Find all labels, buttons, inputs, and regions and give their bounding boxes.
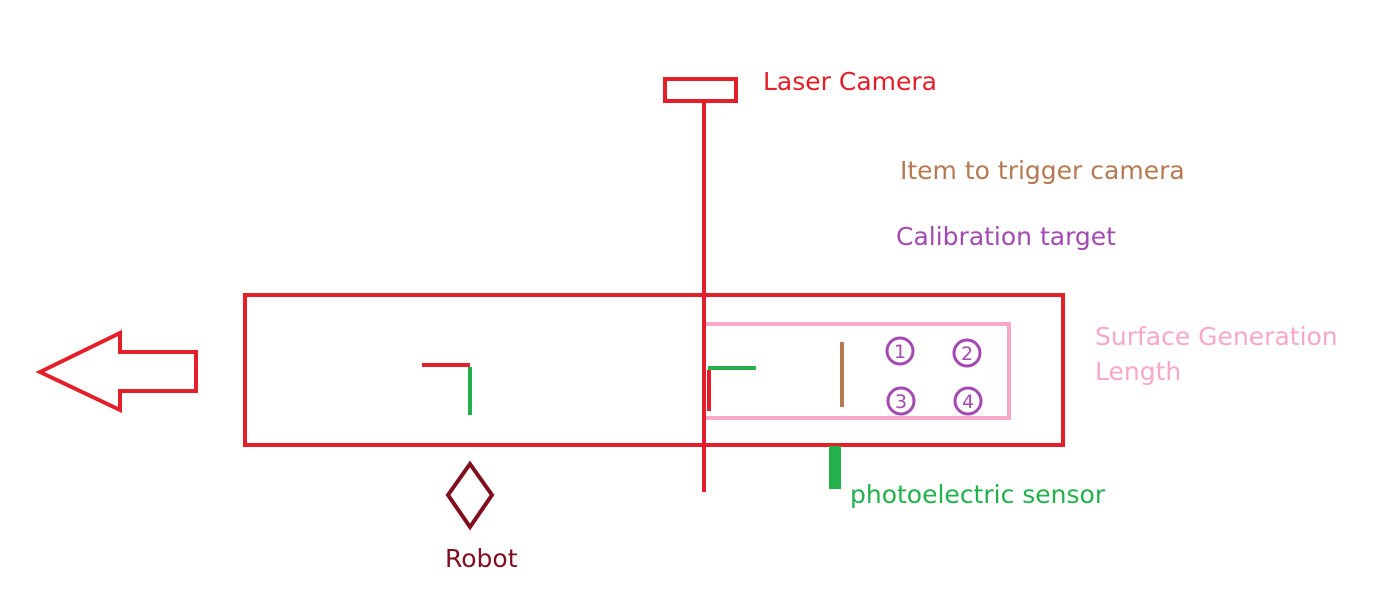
calibration-target-4: 4 <box>953 386 983 416</box>
photoelectric-sensor-label: photoelectric sensor <box>850 480 1106 509</box>
surface-generation-label-line2: Length <box>1095 357 1181 386</box>
svg-text:2: 2 <box>961 343 973 365</box>
calibration-target-3: 3 <box>886 386 916 416</box>
trigger-item-label: Item to trigger camera <box>900 156 1185 185</box>
left-arrow-icon <box>35 329 198 414</box>
surface-generation-label-line1: Surface Generation <box>1095 322 1338 351</box>
photoelectric-sensor-icon <box>829 446 841 489</box>
robot-label: Robot <box>445 544 518 573</box>
svg-text:1: 1 <box>894 341 906 363</box>
svg-text:4: 4 <box>962 391 974 413</box>
conveyor-box <box>243 293 1065 447</box>
calibration-target-1: 1 <box>885 336 915 366</box>
calibration-target-label: Calibration target <box>896 222 1116 251</box>
robot-diamond-icon <box>445 460 495 531</box>
laser-camera-icon <box>663 77 738 103</box>
laser-camera-label: Laser Camera <box>763 67 937 96</box>
calibration-target-2: 2 <box>952 338 982 368</box>
svg-text:3: 3 <box>895 391 907 413</box>
